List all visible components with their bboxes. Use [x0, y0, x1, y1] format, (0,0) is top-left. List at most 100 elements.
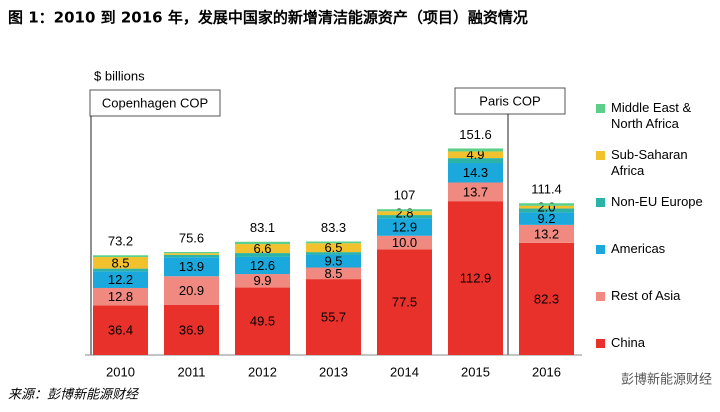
value-label: 12.8	[108, 289, 133, 304]
bar-segment	[164, 251, 219, 254]
bar-segment	[377, 235, 432, 250]
x-tick-label: 2016	[532, 364, 561, 379]
bar-segment	[519, 208, 574, 213]
bar-segment	[235, 241, 290, 245]
bar-segment	[93, 257, 148, 269]
legend-label: Sub-Saharan Africa	[611, 147, 688, 178]
legend-item: Middle East & North Africa	[596, 100, 720, 132]
legend-item: China	[596, 335, 645, 351]
value-label: 12.6	[250, 258, 275, 273]
value-label: 9.9	[253, 273, 271, 288]
x-tick-label: 2011	[178, 364, 206, 379]
legend-item: Rest of Asia	[596, 288, 680, 304]
bar-segment	[235, 244, 290, 254]
legend-item: Non-EU Europe	[596, 194, 703, 210]
value-label: 13.9	[179, 259, 204, 274]
value-label: 9.2	[537, 211, 555, 226]
bar-segment	[448, 158, 503, 164]
legend-swatch	[596, 292, 605, 301]
annotation-box	[454, 87, 566, 115]
annotation-box	[89, 89, 221, 117]
bar-segment	[377, 209, 432, 212]
bar-segment	[306, 279, 361, 355]
bar-segment	[93, 255, 148, 258]
value-label: 36.4	[108, 323, 133, 338]
bar-segment	[448, 151, 503, 159]
bar-segment	[306, 254, 361, 268]
value-label: 20.9	[179, 283, 204, 298]
bar-segment	[235, 287, 290, 355]
legend-label: Americas	[611, 241, 666, 256]
x-tick-label: 2014	[390, 364, 419, 379]
bar-segment	[164, 304, 219, 355]
legend-item: Sub-Saharan Africa	[596, 147, 720, 179]
total-label: 111.4	[531, 182, 562, 197]
bar-segment	[377, 215, 432, 219]
legend-swatch	[596, 104, 605, 113]
bar-segment	[377, 211, 432, 216]
value-label: 55.7	[321, 309, 346, 324]
total-label: 151.6	[459, 127, 492, 142]
chart-title: 图 1：2010 到 2016 年，发展中国家的新增清洁能源资产（项目）融资情况	[8, 9, 528, 27]
bar-segment	[448, 182, 503, 202]
bar-segment	[448, 201, 503, 355]
total-label: 83.1	[250, 220, 275, 235]
legend-swatch	[596, 339, 605, 348]
watermark: 彭博新能源财经	[621, 371, 712, 386]
bar-segment	[164, 276, 219, 305]
bar-segment	[519, 242, 574, 355]
bar-segment	[93, 287, 148, 306]
value-label: 13.2	[534, 226, 559, 241]
bar-segment	[306, 267, 361, 280]
value-label: 10.0	[392, 235, 417, 250]
legend-item: Americas	[596, 241, 665, 257]
total-label: 73.2	[108, 234, 133, 249]
legend-label: Non-EU Europe	[611, 194, 703, 209]
value-label: 2.8	[395, 206, 413, 221]
legend-swatch	[596, 198, 605, 207]
bar-segment	[377, 249, 432, 355]
value-label: 49.5	[250, 314, 275, 329]
legend-swatch	[596, 245, 605, 254]
bar-segment	[235, 256, 290, 275]
bar-segment	[93, 271, 148, 288]
bar-segment	[519, 224, 574, 243]
value-label: 6.5	[324, 240, 342, 255]
unit-label: $ billions	[94, 68, 145, 83]
bar-segment	[306, 243, 361, 253]
annotation: Copenhagen COP	[102, 95, 208, 110]
x-tick-label: 2015	[461, 364, 490, 379]
bar-segment	[93, 305, 148, 355]
value-label: 6.6	[253, 241, 271, 256]
bar-segment	[448, 148, 503, 152]
value-label: 8.5	[324, 266, 342, 281]
bar-segment	[306, 252, 361, 255]
value-label: 13.7	[463, 184, 488, 199]
legend-label: Rest of Asia	[611, 288, 681, 303]
x-tick-label: 2013	[319, 364, 348, 379]
value-label: 12.2	[108, 272, 133, 287]
bar-segment	[519, 205, 574, 209]
bar-segment	[235, 274, 290, 288]
value-label: 8.5	[111, 255, 129, 270]
bar-segment	[377, 218, 432, 236]
annotation: Paris COP	[479, 93, 540, 108]
value-label: 77.5	[392, 295, 417, 310]
bar-segment	[519, 212, 574, 225]
legend-label: China	[611, 335, 645, 350]
value-label: 14.3	[463, 165, 488, 180]
bar-segment	[164, 254, 219, 258]
source: 来源：彭博新能源财经	[8, 388, 140, 403]
total-label: 83.3	[321, 220, 346, 235]
value-label: 9.5	[324, 253, 342, 268]
total-label: 107	[394, 188, 416, 203]
bar-segment	[235, 253, 290, 257]
value-label: 36.9	[179, 322, 204, 337]
x-tick-label: 2012	[248, 364, 277, 379]
total-label: 75.6	[179, 230, 204, 245]
bar-segment	[448, 163, 503, 183]
bar-segment	[306, 241, 361, 244]
legend-swatch	[596, 151, 605, 160]
